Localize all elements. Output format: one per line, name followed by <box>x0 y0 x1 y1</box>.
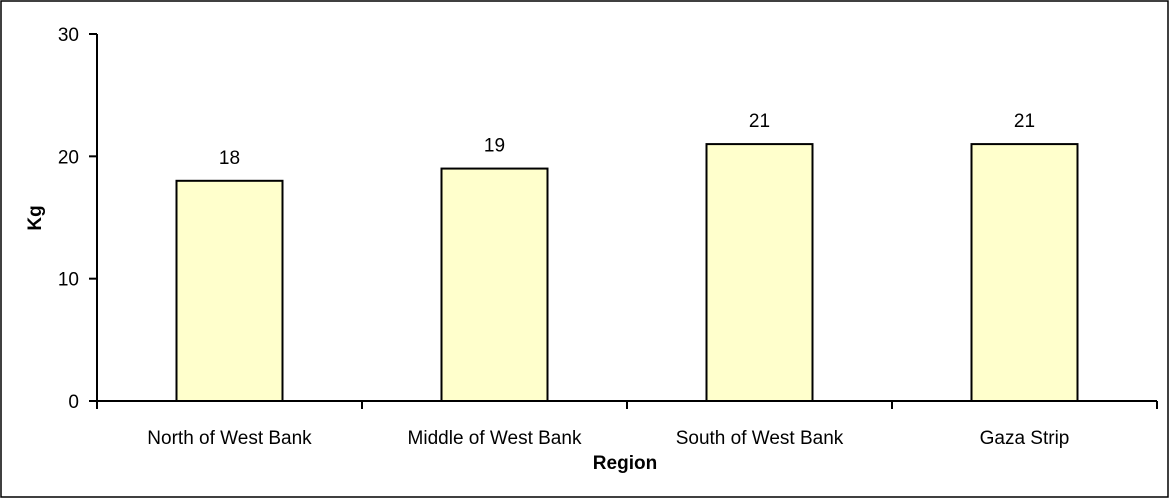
x-tick-label-4: Gaza Strip <box>980 428 1070 449</box>
data-label-1: 18 <box>219 148 240 169</box>
y-axis-title: Kg <box>25 205 46 230</box>
y-tick-label-2: 20 <box>58 147 79 168</box>
data-label-2: 19 <box>484 136 505 157</box>
x-axis-title: Region <box>593 453 657 474</box>
x-tick-label-3: South of West Bank <box>676 428 844 449</box>
axes-layer <box>89 33 1158 409</box>
bars-layer <box>175 143 1079 402</box>
bar-4 <box>970 143 1079 402</box>
bar-2 <box>440 167 549 402</box>
y-tick-label-0: 0 <box>68 392 79 413</box>
x-tick-label-2: Middle of West Bank <box>408 428 582 449</box>
y-tick-label-1: 10 <box>58 270 79 291</box>
y-tick-label-3: 30 <box>58 25 79 46</box>
x-tick-label-1: North of West Bank <box>147 428 312 449</box>
labels-layer: 18 North of West Bank 19 Middle of West Ban… <box>58 25 1070 449</box>
data-label-3: 21 <box>749 111 770 132</box>
bar-3 <box>705 143 814 402</box>
bar-1 <box>175 179 284 402</box>
data-label-4: 21 <box>1014 111 1035 132</box>
